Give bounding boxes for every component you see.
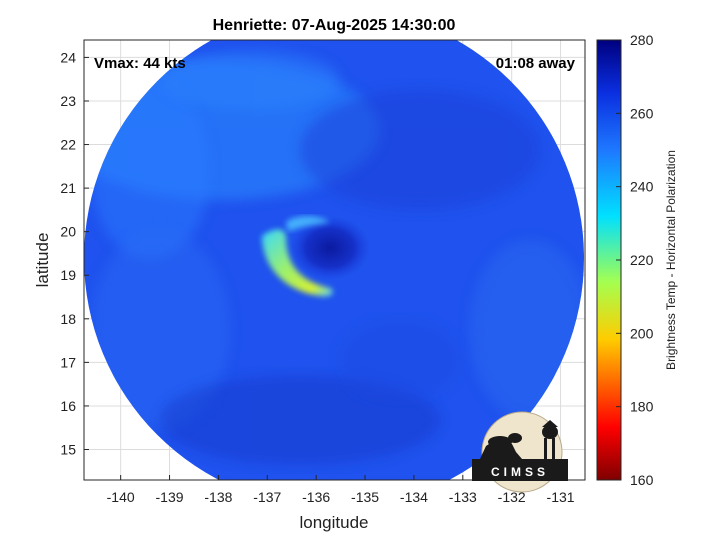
axes-box [83,39,586,481]
storm-eye [290,216,370,280]
y-tick-label: 23 [60,93,76,109]
colorbar-tick-label: 200 [630,325,654,341]
y-tick-label: 20 [60,224,76,240]
y-tick-label: 19 [60,267,76,283]
colorbar-tick-label: 220 [630,252,654,268]
y-tick-label: 22 [60,137,76,153]
y-axis-label: latitude [33,233,52,288]
colorbar-tick-label: 240 [630,179,654,195]
x-tick-label: -137 [253,489,281,505]
chart-title: Henriette: 07-Aug-2025 14:30:00 [213,17,456,34]
y-tick-label: 15 [60,442,76,458]
colorbar: 160 180 200 220 240 260 280 Brightness Temp - … [596,32,678,488]
time-away-annotation: 01:08 away [496,55,576,72]
y-tick-label: 18 [60,311,76,327]
cimss-logo: CIMSS [472,411,568,493]
x-tick-label: -139 [156,489,184,505]
y-tick-label: 16 [60,398,76,414]
x-tick-label: -131 [547,489,575,505]
logo-text: CIMSS [491,465,549,479]
x-tick-label: -140 [107,489,135,505]
colorbar-tick-label: 260 [630,105,654,121]
colorbar-ticks: 160 180 200 220 240 260 280 [616,32,654,488]
y-axis-ticks: 15 16 17 18 19 20 21 22 23 24 [60,49,89,458]
colorbar-tick-label: 180 [630,399,654,415]
y-tick-label: 17 [60,354,76,370]
y-tick-label: 21 [60,180,76,196]
colorbar-tick-label: 160 [630,472,654,488]
x-tick-label: -133 [449,489,477,505]
colorbar-label: Brightness Temp - Horizontal Polarizatio… [664,150,678,370]
x-axis-label: longitude [299,513,368,532]
x-tick-label: -132 [498,489,526,505]
x-tick-label: -135 [351,489,379,505]
cold-rainband [262,229,333,297]
x-tick-label: -136 [302,489,330,505]
x-axis-ticks: -140 -139 -138 -137 -136 -135 -134 -133 -132 -131 [107,475,575,505]
colorbar-tick-label: 280 [630,32,654,48]
y-tick-label: 24 [60,49,76,65]
vmax-annotation: Vmax: 44 kts [94,55,186,72]
x-tick-label: -138 [204,489,232,505]
x-tick-label: -134 [400,489,428,505]
brightness-swath [84,40,584,480]
